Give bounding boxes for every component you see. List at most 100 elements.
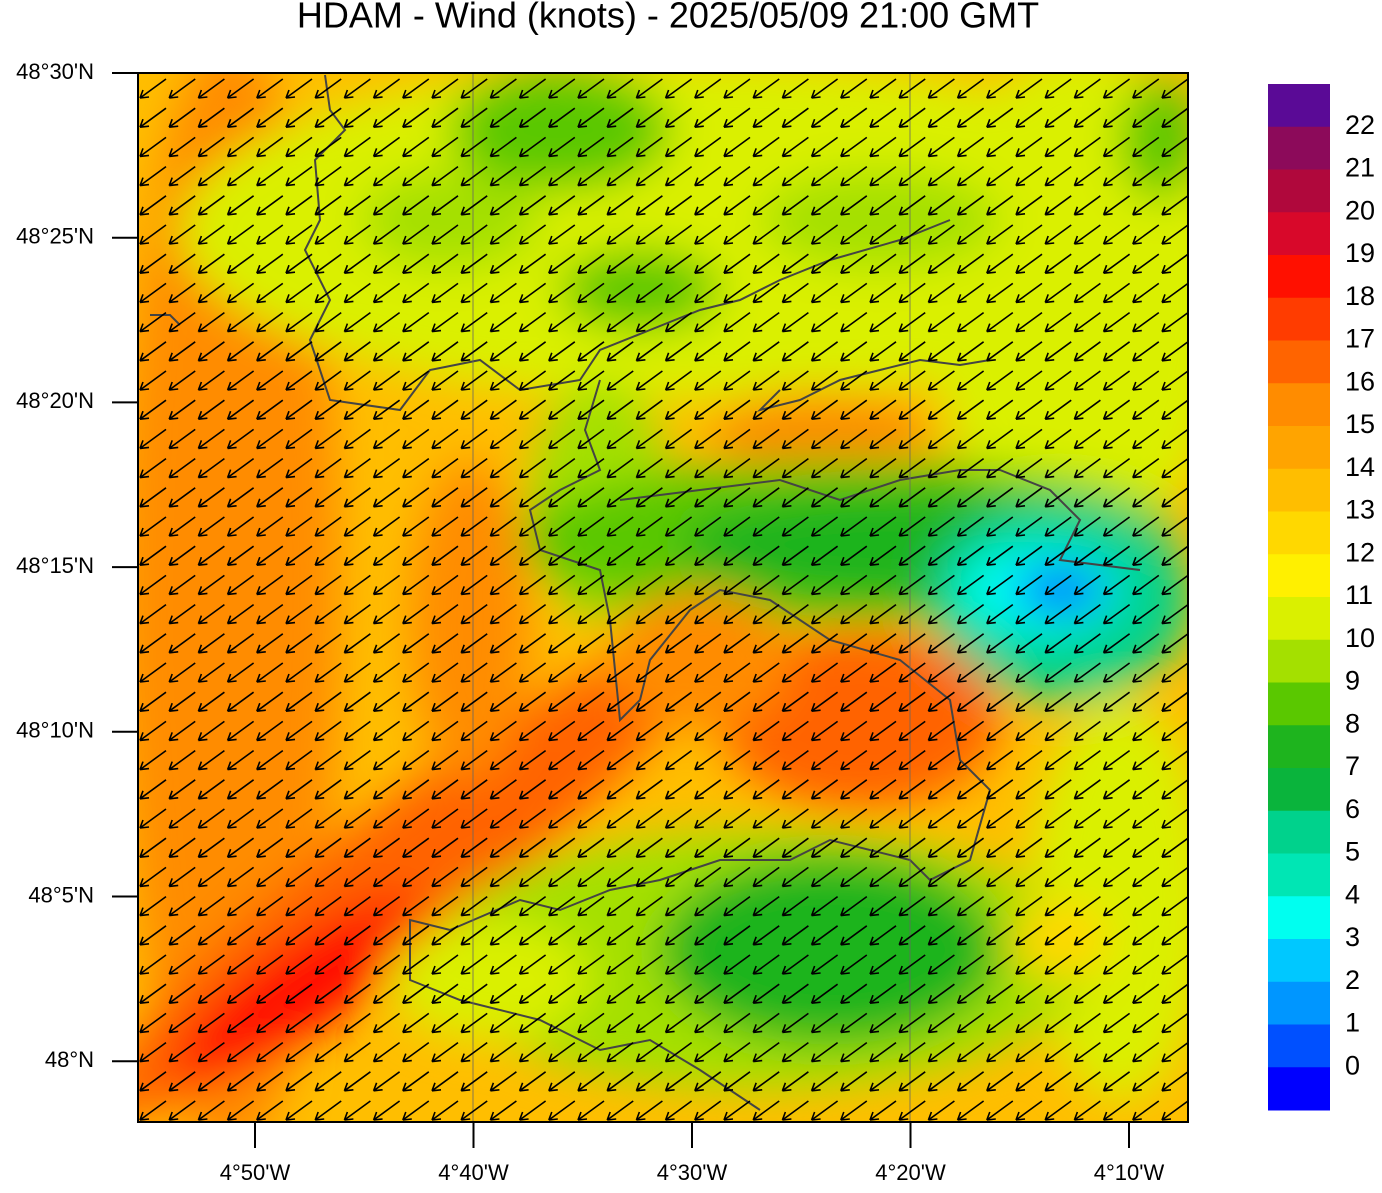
wind-arrow [898, 633, 926, 654]
wind-arrow [489, 370, 517, 391]
wind-arrow [898, 136, 926, 158]
colorbar-label: 22 [1345, 110, 1375, 140]
wind-arrow [664, 837, 693, 858]
wind-arrow [956, 341, 985, 362]
wind-arrow [402, 516, 430, 537]
wind-arrow [840, 311, 868, 333]
colorbar-box [1268, 939, 1330, 983]
wind-arrow [1044, 253, 1072, 274]
wind-arrow [197, 954, 225, 975]
wind-arrow [402, 720, 430, 742]
wind-arrow [810, 808, 839, 829]
wind-arrow [694, 808, 722, 829]
wind-arrow [460, 341, 488, 362]
wind-arrow [606, 925, 634, 946]
wind-arrow [1044, 983, 1072, 1004]
colorbar-label: 14 [1345, 452, 1375, 482]
wind-arrow [1161, 457, 1188, 479]
wind-arrow [869, 311, 897, 333]
wind-arrow [460, 574, 488, 596]
wind-arrow [226, 1012, 255, 1034]
wind-arrow [664, 311, 693, 333]
wind-arrow [1102, 1041, 1131, 1063]
wind-arrow [869, 487, 897, 508]
wind-arrow [139, 341, 167, 362]
wind-arrow [314, 1041, 342, 1063]
wind-arrow [752, 1071, 780, 1092]
wind-arrow [518, 808, 547, 829]
wind-arrow [343, 253, 371, 274]
wind-arrow [1102, 691, 1131, 712]
colorbar-box [1268, 84, 1330, 128]
wind-arrow [1102, 165, 1131, 187]
wind-arrow [577, 895, 605, 917]
wind-arrow [781, 779, 809, 800]
wind-arrow [314, 165, 342, 187]
wind-arrow [1044, 749, 1072, 771]
wind-arrow [256, 1012, 284, 1034]
wind-arrow [1132, 633, 1160, 654]
wind-arrow [956, 311, 985, 333]
wind-arrow [986, 603, 1014, 625]
wind-arrow [723, 1071, 751, 1092]
wind-arrow [256, 311, 284, 333]
wind-arrow [256, 516, 284, 537]
wind-arrow [518, 574, 547, 596]
wind-arrow [1102, 457, 1131, 479]
wind-arrow [723, 428, 751, 450]
wind-arrow [664, 808, 693, 829]
wind-arrow [606, 895, 634, 917]
wind-arrow [489, 895, 517, 917]
wind-arrow [664, 253, 693, 274]
wind-arrow [840, 136, 868, 158]
wind-arrow [518, 311, 547, 333]
wind-arrow [898, 282, 926, 304]
wind-arrow [606, 224, 634, 245]
wind-arrow [402, 662, 430, 683]
wind-arrow [139, 399, 167, 420]
wind-arrow [723, 749, 751, 771]
wind-arrow [869, 457, 897, 479]
wind-arrow [168, 136, 196, 158]
wind-arrow [343, 954, 371, 975]
wind-arrow [1102, 224, 1131, 245]
wind-arrow [1073, 808, 1101, 829]
wind-arrow [168, 165, 196, 187]
wind-arrow [226, 165, 255, 187]
wind-arrow [548, 895, 576, 917]
wind-arrow [781, 253, 809, 274]
wind-arrow [548, 633, 576, 654]
wind-arrow [1044, 574, 1072, 596]
wind-arrow [986, 195, 1014, 216]
wind-arrow [197, 311, 225, 333]
wind-arrow [927, 224, 955, 245]
wind-arrow [635, 282, 663, 304]
wind-arrow [548, 954, 576, 975]
wind-arrow [285, 165, 313, 187]
wind-arrow [635, 691, 663, 712]
wind-arrow [489, 516, 517, 537]
wind-arrow [869, 866, 897, 888]
wind-arrow [810, 370, 839, 391]
wind-arrow [314, 341, 342, 362]
wind-arrow [752, 691, 780, 712]
wind-arrow [1132, 545, 1160, 566]
y-tick-label: 48°5'N [28, 882, 94, 907]
wind-arrow [548, 165, 576, 187]
wind-arrow [372, 691, 401, 712]
wind-arrow [986, 107, 1014, 128]
wind-arrow [956, 1100, 985, 1121]
wind-arrow [723, 779, 751, 800]
wind-arrow [548, 399, 576, 420]
wind-arrow [840, 720, 868, 742]
wind-arrow [343, 195, 371, 216]
wind-arrow [1044, 195, 1072, 216]
wind-arrow [256, 165, 284, 187]
wind-arrow [664, 866, 693, 888]
wind-arrow [518, 603, 547, 625]
wind-arrow [226, 779, 255, 800]
wind-arrow [1044, 720, 1072, 742]
wind-arrow [898, 1100, 926, 1121]
wind-arrow [256, 1041, 284, 1063]
wind-arrow [402, 545, 430, 566]
